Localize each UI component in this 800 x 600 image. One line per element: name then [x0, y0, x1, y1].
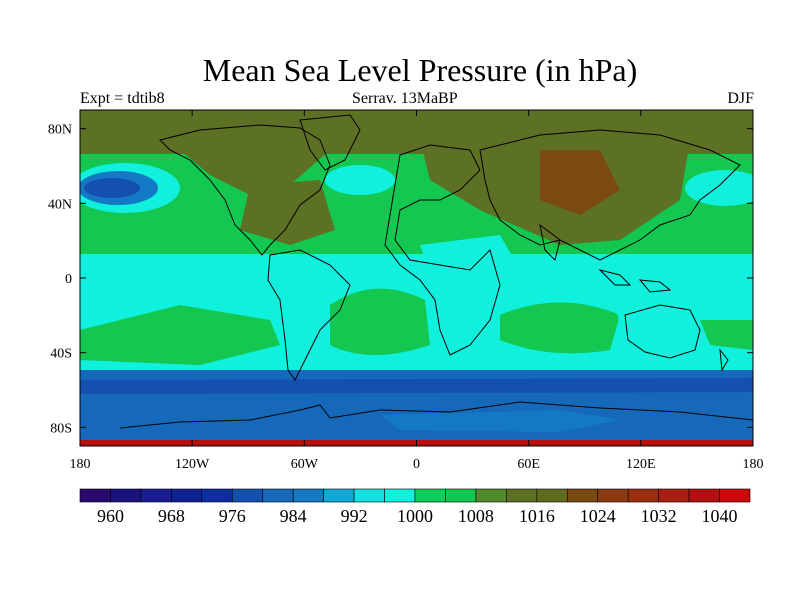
- colorbar-swatch: [323, 488, 355, 503]
- lon-tick-label: 180: [743, 457, 764, 472]
- high-south-pacific: [80, 305, 280, 365]
- colorbar-label: 1024: [580, 506, 616, 526]
- coastlines: [119, 114, 753, 429]
- latitude-axis: 80N 40N 0 40S 80S: [48, 123, 753, 436]
- colorbar-swatch: [79, 488, 111, 503]
- lat-tick-label: 0: [65, 272, 72, 287]
- colorbar-swatch: [384, 488, 416, 503]
- colorbar-label: 960: [97, 506, 124, 526]
- colorbar-swatch: [445, 488, 477, 503]
- trough-africa: [420, 235, 520, 310]
- colorbar-swatch: [231, 488, 264, 503]
- lat-tick-label: 40S: [50, 347, 72, 362]
- colorbar: 960 968 976 984 992 1000 1008 1016 1024 1032 1040: [79, 488, 751, 526]
- colorbar-swatch: [171, 488, 203, 503]
- aleutian-low-core: [84, 178, 140, 198]
- high-indian-ocean: [500, 302, 620, 354]
- lon-tick-label: 0: [413, 457, 420, 472]
- lon-tick-label: 60E: [517, 457, 540, 472]
- colorbar-label: 1008: [458, 506, 494, 526]
- colorbar-swatch: [262, 488, 294, 503]
- colorbar-swatch: [597, 488, 629, 503]
- longitude-axis: 180 120W 60W 0 60E 120E 180: [70, 110, 764, 472]
- pacific-low-east: [685, 170, 753, 206]
- colorbar-swatch: [658, 488, 690, 503]
- colorbar-label: 1000: [397, 506, 433, 526]
- lon-tick-label: 120E: [626, 457, 656, 472]
- antarctic-plateau: [380, 410, 620, 432]
- lat-tick-label: 80S: [50, 421, 72, 436]
- high-siberia: [540, 150, 620, 215]
- colorbar-swatch: [414, 488, 446, 503]
- lon-tick-label: 120W: [175, 457, 210, 472]
- case-label: Serrav. 13MaBP: [352, 90, 458, 107]
- lat-tick-label: 80N: [48, 123, 72, 138]
- colorbar-swatch: [719, 488, 751, 503]
- lon-tick-label: 180: [70, 457, 91, 472]
- colorbar-swatch: [506, 488, 538, 503]
- high-tasman: [700, 320, 753, 350]
- circumpolar-trough: [80, 378, 753, 394]
- experiment-label: Expt = tdtib8: [80, 90, 165, 107]
- colorbar-label: 976: [219, 506, 246, 526]
- colorbar-swatch: [627, 488, 659, 503]
- colorbar-label: 968: [158, 506, 185, 526]
- high-south-atlantic: [330, 288, 430, 355]
- colorbar-swatch: [475, 488, 507, 503]
- colorbar-swatch: [292, 488, 324, 503]
- colorbar-label: 1016: [519, 506, 555, 526]
- colorbar-swatch: [140, 488, 172, 503]
- colorbar-label: 1040: [702, 506, 738, 526]
- colorbar-label: 1032: [641, 506, 677, 526]
- colorbar-swatch: [201, 488, 233, 503]
- lon-tick-label: 60W: [291, 457, 319, 472]
- colorbar-swatch: [110, 488, 142, 503]
- colorbar-swatch: [536, 488, 568, 503]
- trough-south-america: [270, 255, 330, 330]
- icelandic-low: [325, 165, 395, 195]
- season-label: DJF: [727, 90, 754, 107]
- colorbar-label: 984: [280, 506, 307, 526]
- lat-tick-label: 40N: [48, 197, 72, 212]
- page-title: Mean Sea Level Pressure (in hPa): [202, 52, 638, 88]
- colorbar-swatch: [688, 488, 720, 503]
- colorbar-label: 992: [341, 506, 368, 526]
- low-australia: [615, 300, 700, 355]
- colorbar-swatch: [353, 488, 385, 503]
- pressure-field: [80, 110, 753, 446]
- colorbar-swatch: [566, 488, 599, 503]
- high-north-america: [180, 110, 330, 195]
